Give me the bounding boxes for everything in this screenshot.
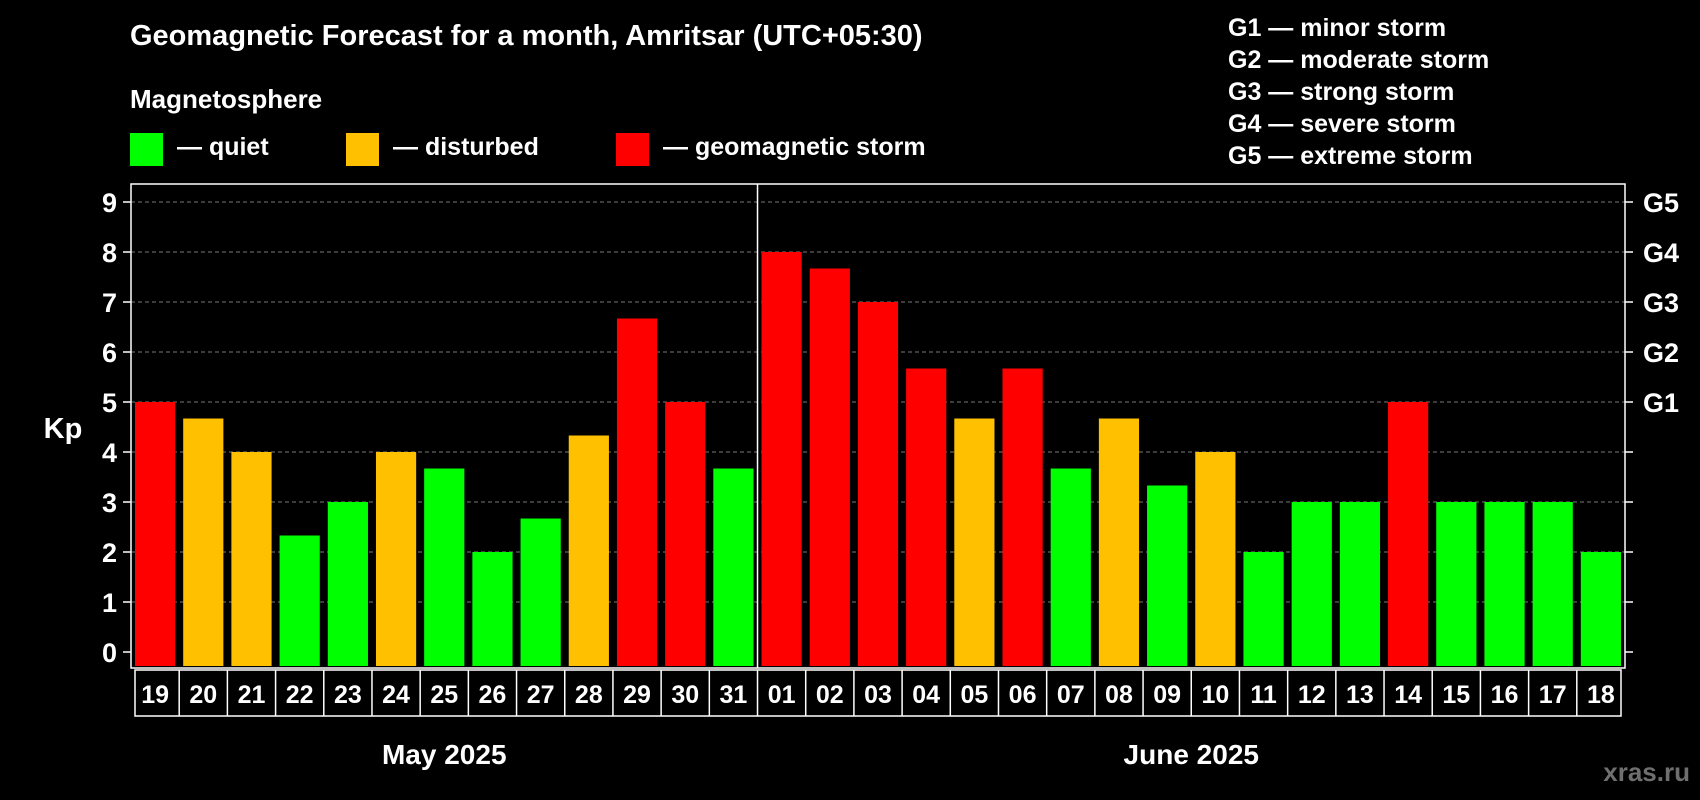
chart-title: Geomagnetic Forecast for a month, Amrits… — [130, 20, 923, 52]
kp-bar — [472, 552, 513, 666]
date-label: 04 — [912, 681, 940, 709]
date-label: 11 — [1250, 681, 1277, 709]
y-tick-label: 1 — [102, 588, 117, 618]
kp-bar — [1436, 502, 1477, 666]
date-label: 21 — [238, 681, 266, 709]
legend-disturbed-swatch — [346, 133, 379, 166]
kp-bar — [424, 468, 465, 666]
date-label: 28 — [575, 681, 603, 709]
watermark: xras.ru — [1603, 757, 1690, 787]
kp-bar — [1243, 552, 1284, 666]
kp-bar — [327, 502, 368, 666]
kp-bar — [375, 452, 417, 666]
date-label: 05 — [960, 681, 988, 709]
kp-bar — [1484, 502, 1525, 666]
date-label: 25 — [430, 681, 458, 709]
date-label: 31 — [720, 681, 748, 709]
date-label: 27 — [527, 681, 555, 709]
kp-bar — [568, 435, 609, 666]
y-tick-label: 2 — [102, 538, 117, 568]
kp-bar — [183, 418, 224, 666]
kp-bar — [1050, 468, 1091, 666]
kp-bar — [1388, 402, 1429, 666]
kp-bar — [1002, 368, 1043, 666]
y-axis-label: Kp — [44, 413, 83, 445]
date-label: 22 — [286, 681, 314, 709]
date-label: 16 — [1491, 681, 1519, 709]
month-label: June 2025 — [1124, 739, 1259, 770]
kp-bar — [279, 535, 320, 666]
y-tick-label: 7 — [102, 288, 117, 318]
kp-bar — [857, 302, 899, 666]
date-label: 15 — [1442, 681, 1470, 709]
storm-axis-label: G5 — [1643, 188, 1679, 218]
kp-bar — [616, 318, 658, 666]
date-label: 19 — [141, 681, 169, 709]
date-label: 08 — [1105, 681, 1133, 709]
y-tick-label: 9 — [102, 188, 117, 218]
date-label: 01 — [768, 681, 796, 709]
date-label: 26 — [479, 681, 507, 709]
date-label: 29 — [623, 681, 651, 709]
date-label: 24 — [382, 681, 410, 709]
date-label: 17 — [1539, 681, 1567, 709]
legend-storm-label: — geomagnetic storm — [663, 133, 926, 161]
storm-axis-label: G2 — [1643, 338, 1679, 368]
date-label: 02 — [816, 681, 844, 709]
kp-bar — [1098, 418, 1140, 666]
legend-disturbed-label: — disturbed — [393, 133, 539, 161]
kp-bar — [231, 452, 272, 666]
date-label: 23 — [334, 681, 362, 709]
date-label: 10 — [1201, 681, 1229, 709]
date-label: 13 — [1346, 681, 1374, 709]
kp-bar — [809, 268, 850, 666]
y-tick-label: 3 — [102, 488, 117, 518]
date-label: 18 — [1587, 681, 1615, 709]
date-row-frame — [134, 669, 1622, 717]
date-label: 03 — [864, 681, 892, 709]
kp-bar — [906, 368, 947, 666]
kp-bar — [761, 252, 802, 666]
storm-level-g4: G4 — severe storm — [1228, 110, 1456, 138]
storm-axis-label: G3 — [1643, 288, 1679, 318]
kp-bar — [713, 468, 754, 666]
month-label: May 2025 — [382, 739, 507, 770]
date-label: 14 — [1394, 681, 1422, 709]
kp-bar — [1580, 552, 1621, 666]
kp-bar — [1291, 502, 1332, 666]
plot-frame — [130, 183, 1626, 669]
date-label: 07 — [1057, 681, 1085, 709]
kp-bar — [1195, 452, 1236, 666]
date-label: 09 — [1153, 681, 1181, 709]
storm-axis-label: G4 — [1643, 238, 1679, 268]
y-tick-label: 6 — [102, 338, 117, 368]
kp-bar — [1532, 502, 1573, 666]
date-label: 20 — [189, 681, 217, 709]
storm-level-g1: G1 — minor storm — [1228, 14, 1447, 42]
kp-bar — [1339, 502, 1381, 666]
legend-quiet-swatch — [130, 133, 163, 166]
storm-axis-label: G1 — [1643, 388, 1679, 418]
legend-heading: Magnetosphere — [130, 84, 323, 114]
kp-bar — [135, 402, 176, 666]
date-label: 06 — [1009, 681, 1037, 709]
kp-bar — [1147, 485, 1188, 666]
storm-level-g5: G5 — extreme storm — [1228, 142, 1473, 170]
kp-bar — [954, 418, 995, 666]
legend-storm-swatch — [616, 133, 649, 166]
y-tick-label: 4 — [102, 438, 117, 468]
legend-quiet-label: — quiet — [177, 133, 269, 161]
storm-level-g3: G3 — strong storm — [1228, 78, 1455, 106]
y-tick-label: 0 — [102, 638, 117, 668]
storm-level-g2: G2 — moderate storm — [1228, 46, 1490, 74]
y-tick-label: 5 — [102, 388, 117, 418]
storm-level-legend: G1 — minor storm G2 — moderate storm G3 … — [1228, 12, 1489, 172]
date-label: 30 — [671, 681, 699, 709]
date-label: 12 — [1298, 681, 1326, 709]
kp-bar — [665, 402, 706, 666]
y-tick-label: 8 — [102, 238, 117, 268]
kp-bar — [520, 518, 561, 666]
